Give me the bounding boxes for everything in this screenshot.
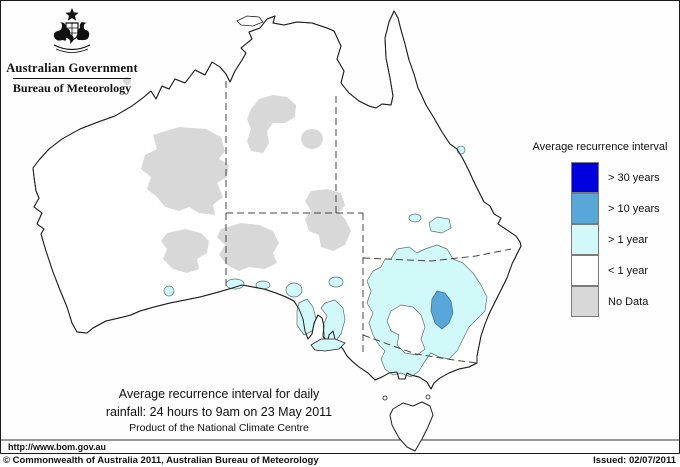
legend-title: Average recurrence interval	[532, 141, 668, 153]
melville-island	[236, 15, 264, 27]
legend-label: > 1 year	[608, 233, 649, 246]
legend: Average recurrence interval > 30 years >…	[521, 141, 679, 317]
tasmania-outline	[389, 401, 434, 452]
border-qld-nsw	[362, 248, 512, 262]
legend-item-gt30yr: > 30 years	[521, 162, 679, 193]
kangaroo-island	[310, 338, 346, 352]
legend-swatch-no-data	[571, 285, 599, 317]
legend-swatch-gt10yr	[571, 192, 599, 224]
legend-label: No Data	[608, 295, 649, 308]
copyright-text: © Commonwealth of Australia 2011, Austra…	[3, 455, 319, 466]
flinders-island	[425, 394, 431, 400]
recurrence-gt-10yr-region	[430, 290, 454, 330]
header-rule	[13, 78, 131, 79]
legend-swatch-gt1yr	[571, 223, 599, 255]
legend-body: > 30 years > 10 years > 1 year < 1 year …	[521, 162, 679, 317]
map-frame: Australian Government Bureau of Meteorol…	[0, 0, 680, 454]
no-data-regions	[123, 77, 351, 273]
king-island	[382, 395, 388, 401]
legend-item-no-data: No Data	[521, 285, 679, 317]
legend-item-gt1yr: > 1 year	[521, 223, 679, 255]
legend-label: > 10 years	[608, 202, 660, 215]
recurrence-lt-1yr-hole	[386, 304, 426, 356]
legend-item-gt10yr: > 10 years	[521, 192, 679, 224]
coastline-overlay	[32, 10, 522, 390]
caption-line-1: Average recurrence interval for daily	[118, 387, 320, 401]
border-nsw-vic	[362, 334, 478, 364]
government-title: Australian Government	[6, 61, 138, 75]
map-caption: Average recurrence interval for daily ra…	[69, 387, 369, 434]
legend-swatch-gt30yr	[571, 162, 599, 193]
legend-swatch-lt1yr	[571, 254, 599, 286]
coat-of-arms-icon	[53, 8, 91, 53]
agency-title: Bureau of Meteorology	[12, 81, 132, 95]
legend-label: < 1 year	[608, 264, 649, 277]
header-block: Australian Government Bureau of Meteorol…	[1, 7, 143, 96]
legend-label: > 30 years	[608, 171, 660, 184]
caption-line-2: rainfall: 24 hours to 9am on 23 May 2011	[105, 405, 333, 419]
caption-line-3: Product of the National Climate Centre	[129, 422, 309, 434]
bom-url: http://www.bom.gov.au	[8, 442, 106, 452]
issued-date: Issued: 02/07/2011	[593, 455, 676, 466]
australia-recurrence-map	[1, 10, 679, 452]
state-borders	[225, 81, 512, 364]
legend-item-lt1yr: < 1 year	[521, 254, 679, 286]
